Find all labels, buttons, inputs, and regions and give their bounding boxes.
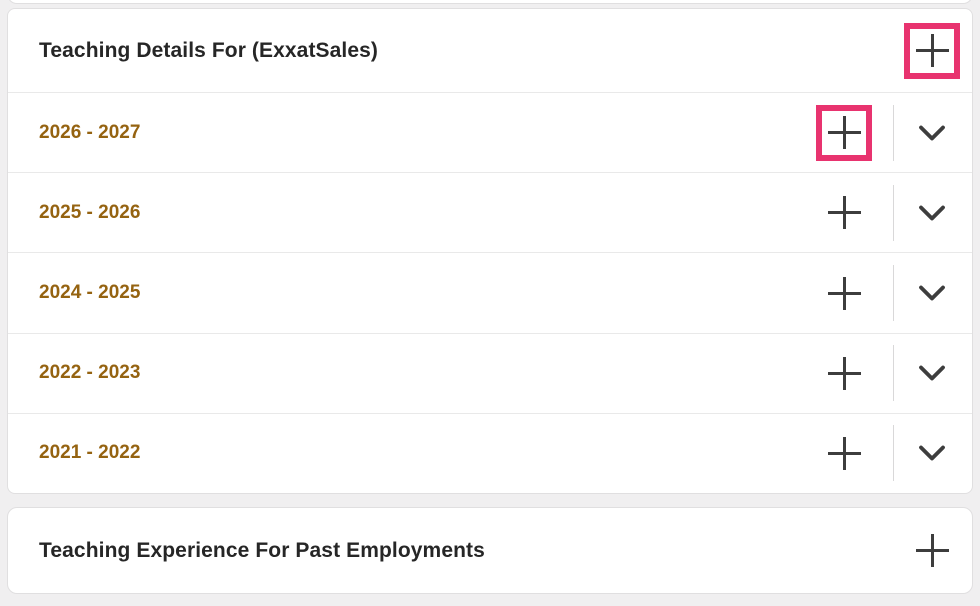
plus-icon	[827, 196, 861, 230]
section-title: Teaching Details For (ExxatSales)	[39, 38, 379, 62]
add-year-detail-button[interactable]	[816, 104, 872, 161]
plus-icon	[827, 436, 861, 470]
plus-icon	[915, 34, 949, 67]
year-label: 2026 - 2027	[39, 121, 141, 143]
past-employments-card: Teaching Experience For Past Employments	[7, 507, 973, 594]
section-title: Teaching Experience For Past Employments	[39, 538, 485, 562]
chevron-down-icon	[919, 125, 945, 140]
year-label: 2022 - 2023	[39, 362, 141, 384]
chevron-down-icon	[919, 446, 945, 461]
row-actions	[816, 184, 960, 241]
actions-divider	[893, 184, 894, 241]
actions-divider	[893, 345, 894, 402]
row-actions	[816, 265, 960, 321]
add-teaching-details-button[interactable]	[904, 22, 960, 79]
plus-icon	[827, 116, 861, 150]
plus-icon	[915, 534, 949, 567]
actions-divider	[893, 425, 894, 482]
chevron-down-icon	[919, 205, 945, 221]
actions-divider	[893, 265, 894, 321]
add-year-detail-button[interactable]	[816, 425, 872, 481]
row-actions	[816, 104, 960, 161]
expand-year-button[interactable]	[904, 105, 960, 161]
add-past-employment-button[interactable]	[904, 523, 960, 579]
chevron-down-icon	[919, 285, 945, 301]
year-row: 2022 - 2023	[8, 332, 972, 413]
expand-year-button[interactable]	[904, 425, 960, 481]
partial-card-above	[7, 0, 973, 4]
expand-year-button[interactable]	[904, 345, 960, 401]
add-year-detail-button[interactable]	[816, 345, 872, 401]
expand-year-button[interactable]	[904, 265, 960, 321]
year-row: 2026 - 2027	[8, 92, 972, 172]
chevron-down-icon	[919, 365, 945, 381]
year-row: 2021 - 2022	[8, 412, 972, 493]
year-label: 2025 - 2026	[39, 201, 141, 223]
add-year-detail-button[interactable]	[816, 265, 872, 321]
year-row: 2024 - 2025	[8, 252, 972, 332]
year-label: 2021 - 2022	[39, 442, 141, 464]
year-row: 2025 - 2026	[8, 172, 972, 252]
actions-divider	[893, 104, 894, 161]
teaching-details-header: Teaching Details For (ExxatSales)	[8, 9, 972, 92]
add-year-detail-button[interactable]	[816, 185, 872, 241]
teaching-details-card: Teaching Details For (ExxatSales) 2026 -…	[7, 8, 973, 494]
row-actions	[816, 345, 960, 402]
plus-icon	[827, 356, 861, 390]
row-actions	[816, 425, 960, 482]
expand-year-button[interactable]	[904, 185, 960, 241]
header-actions	[904, 523, 960, 579]
header-actions	[904, 22, 960, 79]
plus-icon	[827, 276, 861, 310]
year-label: 2024 - 2025	[39, 282, 141, 303]
